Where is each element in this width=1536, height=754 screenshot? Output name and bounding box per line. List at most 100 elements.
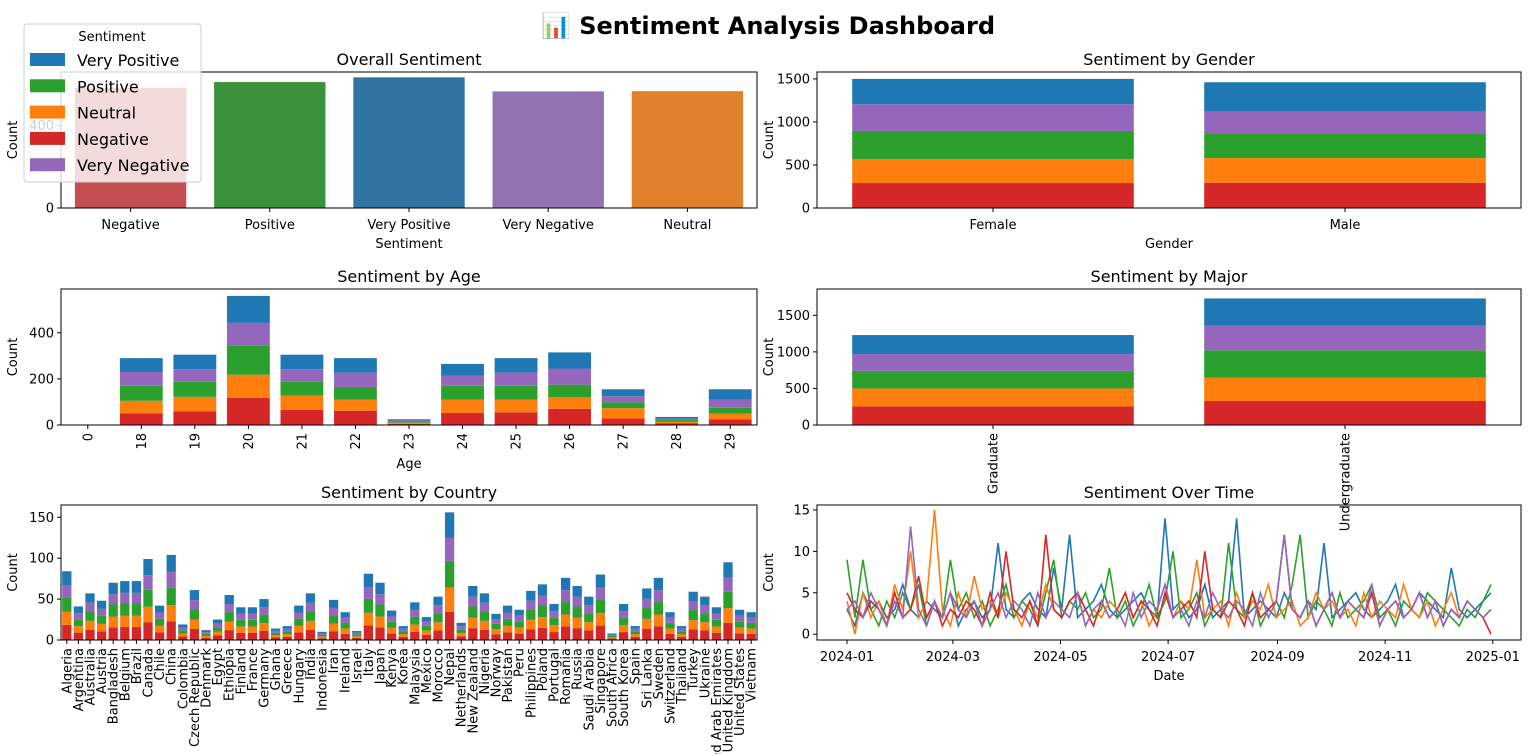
bar-segment-very-positive xyxy=(665,612,675,618)
bar-segment-positive xyxy=(280,381,324,396)
bar-segment-very-positive xyxy=(305,593,316,603)
bar-segment-neutral xyxy=(154,625,165,633)
bar-segment-negative xyxy=(655,423,699,425)
x-tick-label: United Kingdom xyxy=(722,648,737,752)
x-tick-label: Japan xyxy=(374,648,389,685)
bar-segment-positive xyxy=(363,598,374,613)
bar-segment-negative xyxy=(468,628,478,640)
bar-segment-very-positive xyxy=(595,574,606,588)
x-tick-label: Canada xyxy=(142,648,157,697)
bar-segment-neutral xyxy=(584,622,594,631)
bar-segment-very-positive xyxy=(514,609,524,616)
bar-segment-negative xyxy=(708,419,752,425)
bar-segment-very-positive xyxy=(676,626,687,629)
bar-segment-very-positive xyxy=(340,612,350,618)
x-tick-label: Kenya xyxy=(385,648,400,688)
x-tick-label: Spain xyxy=(629,648,644,684)
bar-neutral xyxy=(631,91,744,208)
bar-segment-positive xyxy=(711,619,722,627)
bar-segment-very-positive xyxy=(456,622,466,627)
x-tick-label: 2024-05 xyxy=(1033,650,1087,665)
x-tick-label: Singapore xyxy=(594,648,609,714)
bar-segment-very-positive xyxy=(226,295,270,323)
x-tick-label: Undergraduate xyxy=(1339,433,1354,531)
bar-segment-very-positive xyxy=(119,358,163,372)
bar-segment-positive xyxy=(494,385,538,400)
bar-segment-neutral xyxy=(212,631,223,636)
bar-segment-neutral xyxy=(259,623,269,631)
bar-segment-very-positive xyxy=(607,633,617,635)
x-tick-label: Saudi Arabia xyxy=(582,648,597,731)
bar-segment-neutral xyxy=(247,626,258,633)
bar-segment-positive xyxy=(334,386,377,400)
legend-swatch-neutral xyxy=(30,105,65,119)
bar-segment-very-negative xyxy=(178,627,188,631)
bar-segment-very-positive xyxy=(328,599,339,608)
y-tick-label: 50 xyxy=(37,593,54,608)
bar-segment-very-negative xyxy=(375,594,385,605)
bar-segment-positive xyxy=(537,605,548,618)
x-tick-label: Norway xyxy=(490,648,505,698)
bar-segment-neutral xyxy=(224,621,234,631)
bar-segment-very-negative xyxy=(584,605,594,614)
x-tick-label: Positive xyxy=(245,218,295,233)
bar-segment-positive xyxy=(595,599,606,614)
bar-segment-negative xyxy=(711,632,722,640)
bar-segment-very-positive xyxy=(468,586,478,597)
bar-segment-very-positive xyxy=(398,626,408,629)
bar-segment-neutral xyxy=(630,634,640,637)
bar-segment-very-positive xyxy=(618,604,629,612)
x-axis-label: Age xyxy=(396,457,421,472)
bar-segment-very-negative xyxy=(73,613,84,620)
x-tick-label: United Arab Emirates xyxy=(710,648,725,754)
bar-segment-negative xyxy=(224,630,234,640)
x-tick-label: Romania xyxy=(559,648,574,705)
bar-segment-negative xyxy=(247,632,258,640)
bar-segment-very-positive xyxy=(154,605,165,613)
x-tick-label: Pakistan xyxy=(501,648,516,702)
line-positive xyxy=(846,534,1492,629)
bar-segment-negative xyxy=(433,630,443,640)
bar-segment-positive xyxy=(224,612,234,622)
x-tick-label: Iran xyxy=(327,648,342,673)
bar-segment-negative xyxy=(178,636,188,640)
bar-segment-negative xyxy=(294,632,304,640)
bar-segment-positive xyxy=(734,621,745,628)
bar-segment-positive xyxy=(282,631,292,635)
x-tick-label: Peru xyxy=(513,648,528,677)
bar-segment-neutral xyxy=(444,587,455,612)
bar-segment-neutral xyxy=(502,625,513,633)
bar-segment-very-negative xyxy=(734,615,745,622)
x-tick-label: Italy xyxy=(362,648,377,677)
x-tick-label: Sri Lanka xyxy=(640,648,655,708)
x-tick-label: 27 xyxy=(617,433,632,450)
bar-segment-negative xyxy=(676,636,687,640)
bar-segment-negative xyxy=(549,632,559,640)
x-tick-label: United States xyxy=(733,648,748,736)
bar-segment-neutral xyxy=(178,633,188,637)
bar-segment-negative xyxy=(491,634,501,640)
bar-segment-very-negative xyxy=(282,628,292,632)
y-axis-label: Count xyxy=(762,121,777,160)
x-tick-label: Czech Republic xyxy=(188,648,203,747)
bar-segment-positive xyxy=(386,621,397,628)
bar-segment-neutral xyxy=(73,626,84,633)
bar-segment-very-positive xyxy=(280,354,324,370)
x-tick-label: Ireland xyxy=(339,648,354,693)
bar-segment-very-negative xyxy=(387,420,431,422)
x-tick-label: 2024-11 xyxy=(1358,650,1412,665)
bar-segment-neutral xyxy=(601,408,645,419)
bar-segment-negative xyxy=(852,183,1134,208)
bar-segment-positive xyxy=(178,630,188,634)
bar-segment-very-negative xyxy=(119,371,163,386)
line-very-negative xyxy=(846,526,1492,629)
bar-segment-negative xyxy=(653,626,664,640)
bar-segment-negative xyxy=(502,632,513,640)
y-tick-label: 0 xyxy=(802,628,810,643)
x-tick-label: Morocco xyxy=(432,648,447,702)
bar-segment-positive xyxy=(746,622,756,629)
bar-segment-neutral xyxy=(665,628,675,634)
bar-segment-negative xyxy=(96,631,107,640)
x-tick-label: Colombia xyxy=(176,648,191,709)
bar-segment-neutral xyxy=(642,618,652,629)
